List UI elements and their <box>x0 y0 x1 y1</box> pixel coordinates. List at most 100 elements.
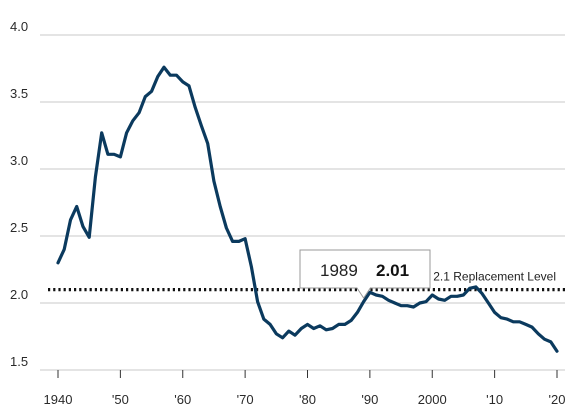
data-point <box>425 300 427 303</box>
series-line <box>56 65 559 353</box>
data-point <box>394 302 396 304</box>
data-point <box>88 236 90 239</box>
x-tick-label: '20 <box>549 392 565 407</box>
series-layer <box>56 65 559 353</box>
data-point <box>456 295 459 298</box>
data-point <box>263 318 265 320</box>
data-point <box>63 248 65 251</box>
data-point <box>200 125 203 127</box>
data-point <box>119 156 122 158</box>
data-point <box>238 240 240 243</box>
data-point <box>531 326 533 328</box>
data-point <box>225 227 228 229</box>
data-point <box>57 262 59 264</box>
data-point <box>412 306 415 308</box>
data-point <box>400 304 402 307</box>
replacement-level-label: 2.1 Replacement Level <box>433 270 556 284</box>
data-point <box>94 176 97 178</box>
data-point <box>556 350 558 353</box>
data-point <box>100 132 103 134</box>
highlight-tooltip: 1989 2.01 <box>299 249 431 299</box>
x-tick-label: '50 <box>112 392 129 407</box>
data-point <box>175 74 178 76</box>
data-point <box>138 111 140 114</box>
x-axis-tick-labels: 1940 '50 '60 '70 '80 '90 2000 '10 '20 <box>44 370 565 407</box>
data-point <box>157 75 159 78</box>
data-point <box>356 311 359 314</box>
data-point <box>543 338 546 341</box>
y-axis-tick-labels: 4.0 3.5 3.0 2.5 2.0 1.5 <box>10 19 28 369</box>
data-point <box>182 81 184 83</box>
data-point <box>125 132 128 134</box>
data-point <box>169 74 172 76</box>
data-point <box>337 323 340 326</box>
data-point <box>362 300 365 303</box>
gridlines <box>40 34 565 371</box>
data-point <box>319 325 321 327</box>
data-point <box>437 298 440 300</box>
data-point <box>518 321 521 323</box>
replacement-level-reference: 2.1 Replacement Level <box>48 270 565 292</box>
tooltip-year: 1989 <box>320 261 358 280</box>
data-point <box>443 299 446 302</box>
y-tick-label: 3.5 <box>10 86 28 101</box>
data-point <box>475 286 477 288</box>
data-point <box>256 300 259 303</box>
x-tick-label: 1940 <box>44 392 73 407</box>
data-point <box>493 311 496 314</box>
x-tick-label: '90 <box>361 392 378 407</box>
data-point <box>75 205 78 208</box>
data-point <box>375 294 377 296</box>
data-point <box>69 219 72 221</box>
data-point <box>269 323 271 326</box>
data-point <box>288 330 290 332</box>
y-tick-label: 4.0 <box>10 19 28 34</box>
x-tick-label: '10 <box>486 392 503 407</box>
y-tick-label: 2.5 <box>10 220 28 235</box>
tooltip-value: 2.01 <box>376 261 409 280</box>
data-point <box>512 321 515 323</box>
data-point <box>312 327 315 330</box>
data-point <box>462 294 465 296</box>
data-point <box>487 302 490 304</box>
data-point <box>406 304 409 307</box>
data-point <box>188 85 190 87</box>
x-tick-label: '70 <box>237 392 254 407</box>
data-point <box>144 95 147 98</box>
data-point <box>500 316 502 319</box>
data-point <box>294 334 296 337</box>
data-point <box>281 337 284 339</box>
data-point <box>219 205 221 208</box>
data-point <box>468 287 471 290</box>
data-point <box>206 142 209 145</box>
data-point <box>506 318 508 320</box>
data-point <box>275 333 278 335</box>
x-tick-label: 2000 <box>418 392 447 407</box>
data-point <box>325 329 328 331</box>
y-tick-label: 3.0 <box>10 153 28 168</box>
data-point <box>350 319 353 322</box>
tooltip-pointer <box>356 287 372 299</box>
data-point <box>113 153 115 156</box>
data-point <box>250 266 253 268</box>
data-point <box>300 327 303 330</box>
data-point <box>525 323 527 326</box>
data-point <box>381 295 384 298</box>
data-point <box>419 302 421 304</box>
x-tick-label: '80 <box>299 392 316 407</box>
data-point <box>150 90 153 93</box>
data-point <box>331 327 334 330</box>
data-point <box>231 240 234 243</box>
data-point <box>244 237 246 240</box>
data-point <box>82 225 84 228</box>
data-point <box>213 180 215 182</box>
data-point <box>450 295 452 298</box>
data-point <box>107 153 109 156</box>
tooltip-box <box>299 249 431 289</box>
data-point <box>194 106 196 109</box>
data-point <box>369 291 371 294</box>
y-tick-label: 1.5 <box>10 354 28 369</box>
data-point <box>163 66 165 68</box>
y-tick-label: 2.0 <box>10 287 28 302</box>
